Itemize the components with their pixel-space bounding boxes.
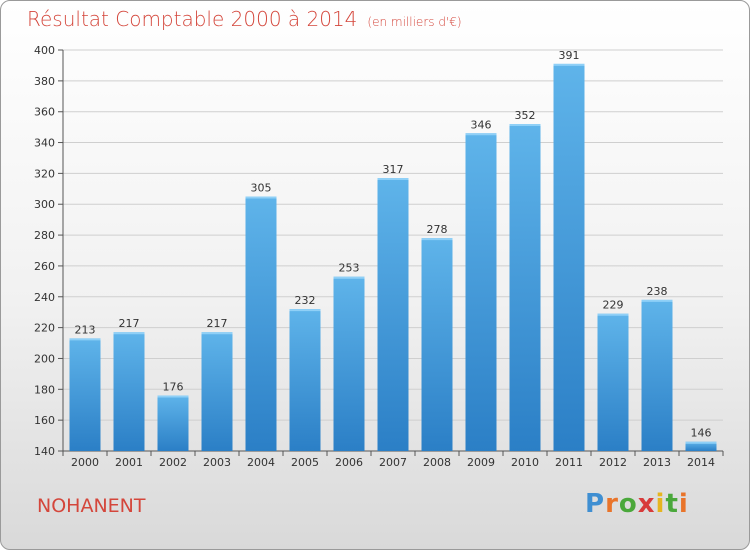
x-tick-label: 2002: [159, 456, 187, 469]
y-tick-label: 180: [34, 383, 55, 396]
data-label: 305: [251, 182, 272, 195]
data-label: 391: [559, 49, 580, 62]
bar: [289, 309, 321, 451]
bar: [685, 441, 717, 451]
x-tick-label: 2012: [599, 456, 627, 469]
y-tick-label: 280: [34, 229, 55, 242]
bar: [333, 276, 365, 451]
proxiti-logo: Proxiti: [585, 489, 689, 519]
chart-title: Résultat Comptable 2000 à 2014 (en millie…: [27, 7, 462, 31]
data-label: 217: [207, 317, 228, 330]
y-tick-label: 240: [34, 291, 55, 304]
data-label: 352: [515, 109, 536, 122]
bar: [201, 332, 233, 451]
chart-subtitle: (en milliers d'€): [367, 15, 462, 29]
x-tick-label: 2010: [511, 456, 539, 469]
y-tick-label: 260: [34, 260, 55, 273]
x-tick-label: 2003: [203, 456, 231, 469]
bar: [245, 196, 277, 451]
data-label: 146: [691, 427, 712, 440]
x-tick-label: 2004: [247, 456, 275, 469]
data-label: 232: [295, 294, 316, 307]
x-tick-label: 2014: [687, 456, 715, 469]
y-tick-label: 320: [34, 167, 55, 180]
y-tick-label: 140: [34, 445, 55, 458]
y-tick-label: 200: [34, 352, 55, 365]
x-tick-label: 2013: [643, 456, 671, 469]
y-tick-label: 360: [34, 106, 55, 119]
bar: [509, 124, 541, 452]
y-tick-label: 220: [34, 322, 55, 335]
x-tick-label: 2009: [467, 456, 495, 469]
bar: [377, 178, 409, 451]
commune-name: NOHANENT: [37, 495, 146, 517]
bar: [597, 313, 629, 451]
data-label: 278: [427, 223, 448, 236]
bar: [421, 238, 453, 451]
data-label: 217: [119, 317, 140, 330]
data-label: 213: [75, 323, 96, 336]
bar: [641, 299, 673, 451]
x-tick-label: 2001: [115, 456, 143, 469]
x-tick-label: 2008: [423, 456, 451, 469]
x-tick-label: 2011: [555, 456, 583, 469]
x-tick-label: 2007: [379, 456, 407, 469]
bar: [465, 133, 497, 452]
y-tick-label: 300: [34, 198, 55, 211]
data-label: 346: [471, 118, 492, 131]
y-tick-label: 340: [34, 137, 55, 150]
data-label: 317: [383, 163, 404, 176]
bar: [553, 63, 585, 451]
x-tick-label: 2006: [335, 456, 363, 469]
y-tick-label: 160: [34, 414, 55, 427]
y-tick-label: 380: [34, 75, 55, 88]
chart-title-text: Résultat Comptable 2000 à 2014: [27, 7, 358, 31]
bar: [69, 338, 101, 451]
bar: [157, 395, 189, 451]
y-tick-label: 400: [34, 44, 55, 57]
data-label: 229: [603, 299, 624, 312]
bar: [113, 332, 145, 451]
data-label: 253: [339, 262, 360, 275]
x-tick-label: 2005: [291, 456, 319, 469]
data-label: 238: [647, 285, 668, 298]
data-label: 176: [163, 380, 184, 393]
x-tick-label: 2000: [71, 456, 99, 469]
